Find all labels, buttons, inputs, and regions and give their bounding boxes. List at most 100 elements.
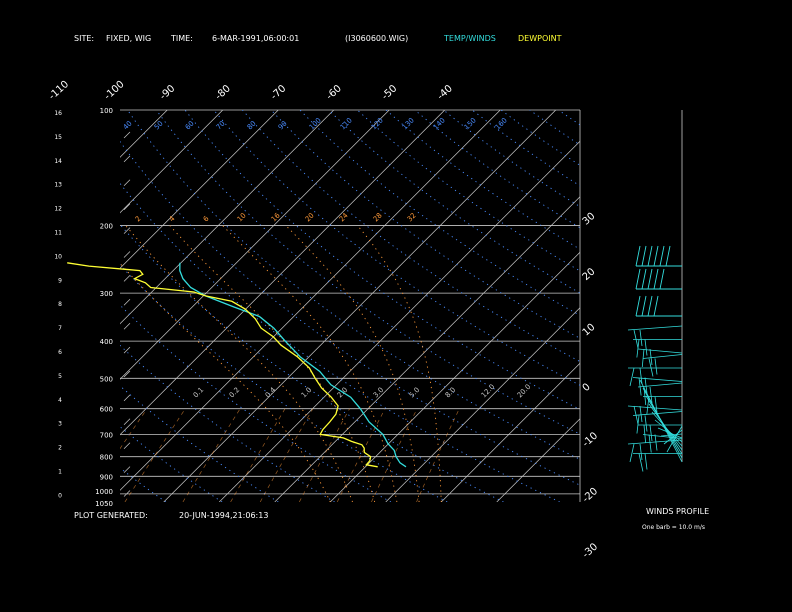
left-wind-mark xyxy=(123,155,131,163)
winds-profile-note: One barb = 10.0 m/s xyxy=(642,524,705,531)
wind-barb-feather xyxy=(638,453,644,472)
wind-barb-feather xyxy=(644,415,648,432)
dry-adiabat-label: 70 xyxy=(215,119,227,131)
wind-barb-feather xyxy=(665,245,671,267)
dry-adiabats xyxy=(120,110,580,502)
isotherm-line xyxy=(496,418,580,502)
wind-barb-shaft xyxy=(637,348,683,354)
wind-barb-feather xyxy=(636,339,640,358)
temp-winds-legend: TEMP/WINDS xyxy=(443,34,496,43)
height-tick-label: 2 xyxy=(58,445,62,452)
wind-barb-feather xyxy=(641,245,647,267)
isotherm-line xyxy=(441,362,580,502)
wind-barb-feather xyxy=(648,358,654,377)
pressure-tick-label: 400 xyxy=(100,338,113,346)
moist-adiabats xyxy=(120,225,442,502)
dry-adiabat-label: 40 xyxy=(122,119,134,131)
isotherm-line xyxy=(120,110,279,269)
pressure-tick-label: 600 xyxy=(100,406,113,414)
pressure-tick-label: 200 xyxy=(100,223,113,231)
moist-adiabat-label: 32 xyxy=(406,211,418,223)
winds-profile-title: WINDS PROFILE xyxy=(646,507,709,516)
wind-barb-feather xyxy=(629,443,635,463)
temperature-line xyxy=(179,262,407,468)
wind-barb-shaft xyxy=(627,405,683,411)
wind-barb-feather xyxy=(647,295,653,317)
dry-adiabat-line xyxy=(120,344,335,502)
left-wind-mark xyxy=(123,322,131,330)
wind-barb-feather xyxy=(654,358,658,375)
site-value: FIXED, WIG xyxy=(106,34,151,43)
dry-adiabat-line xyxy=(120,182,560,502)
left-wind-mark xyxy=(123,370,131,378)
dry-adiabat-line xyxy=(127,110,580,460)
pressure-tick-label: 800 xyxy=(100,454,113,462)
wind-barb-feather xyxy=(641,295,647,317)
wind-barb-feather xyxy=(641,348,645,368)
moist-adiabat-line xyxy=(120,262,331,502)
wind-barb-feather xyxy=(639,405,643,423)
pressure-tick-label: 100 xyxy=(100,107,113,115)
dry-adiabat-line xyxy=(299,110,580,316)
wind-barb-feather xyxy=(643,424,647,444)
height-tick-label: 0 xyxy=(58,492,62,499)
height-tick-label: 16 xyxy=(54,110,62,117)
dry-adiabat-line xyxy=(120,223,504,502)
moist-adiabat-label: 2 xyxy=(134,215,143,224)
wind-barb-shaft xyxy=(651,411,683,447)
pressure-tick-label: 1000 xyxy=(95,488,113,496)
pressure-tick-label: 300 xyxy=(100,290,113,298)
wind-barb-feather xyxy=(635,268,641,290)
wind-barb-shaft xyxy=(642,354,683,359)
dry-adiabat-label: 80 xyxy=(246,119,258,131)
isotherm-line xyxy=(330,251,580,502)
plot-generated-value: 20-JUN-1994,21:06:13 xyxy=(179,511,268,520)
dry-adiabat-label: 90 xyxy=(277,119,289,131)
height-tick-label: 5 xyxy=(58,373,62,380)
isotherm-line xyxy=(163,110,557,502)
wind-barb-feather xyxy=(649,424,653,442)
height-tick-label: 11 xyxy=(54,230,62,237)
wind-barb-feather xyxy=(653,295,659,317)
isotherm-line xyxy=(219,140,580,502)
mixing-ratio-line xyxy=(120,408,148,450)
isotherm-line xyxy=(274,196,580,502)
dewpoint-legend: DEWPOINT xyxy=(518,34,562,43)
mixing-ratio-line xyxy=(336,408,386,502)
site-label: SITE: xyxy=(74,34,94,43)
mixing-ratio-line xyxy=(371,408,418,502)
wind-barb-feather xyxy=(644,453,648,470)
left-wind-mark xyxy=(123,299,131,306)
height-tick-label: 7 xyxy=(58,325,62,332)
pressure-tick-label: 700 xyxy=(100,431,113,439)
isotherm-line xyxy=(385,307,580,502)
moist-adiabat-label: 10 xyxy=(236,211,248,223)
height-tick-label: 14 xyxy=(54,158,62,165)
wind-barb-feather xyxy=(654,434,658,451)
wind-barb-feather xyxy=(649,386,653,404)
left-wind-mark xyxy=(123,346,131,354)
plot-generated-label: PLOT GENERATED: xyxy=(74,511,148,520)
moist-adiabat-label: 28 xyxy=(372,211,384,223)
dry-adiabat-label: 50 xyxy=(153,119,165,131)
wind-barb-feather xyxy=(648,434,652,453)
wind-barb-shaft xyxy=(627,439,683,445)
height-tick-label: 10 xyxy=(54,253,62,260)
moist-adiabat-line xyxy=(125,225,353,502)
left-wind-mark xyxy=(123,466,131,473)
dewpoint-line xyxy=(67,262,378,468)
left-wind-mark xyxy=(123,394,131,402)
left-wind-marks xyxy=(123,131,131,497)
wind-barb-feather xyxy=(647,245,653,267)
wind-barb-shaft xyxy=(663,429,683,445)
time-value: 6-MAR-1991,06:00:01 xyxy=(212,34,299,43)
wind-barb-feather xyxy=(659,245,665,267)
height-tick-label: 6 xyxy=(58,349,62,356)
dry-adiabat-line xyxy=(155,110,580,435)
isotherm-line xyxy=(120,110,390,380)
height-tick-label: 1 xyxy=(58,469,62,476)
left-wind-mark xyxy=(123,442,131,449)
moist-adiabat-line xyxy=(169,225,376,502)
pressure-tick-label: 900 xyxy=(100,473,113,481)
